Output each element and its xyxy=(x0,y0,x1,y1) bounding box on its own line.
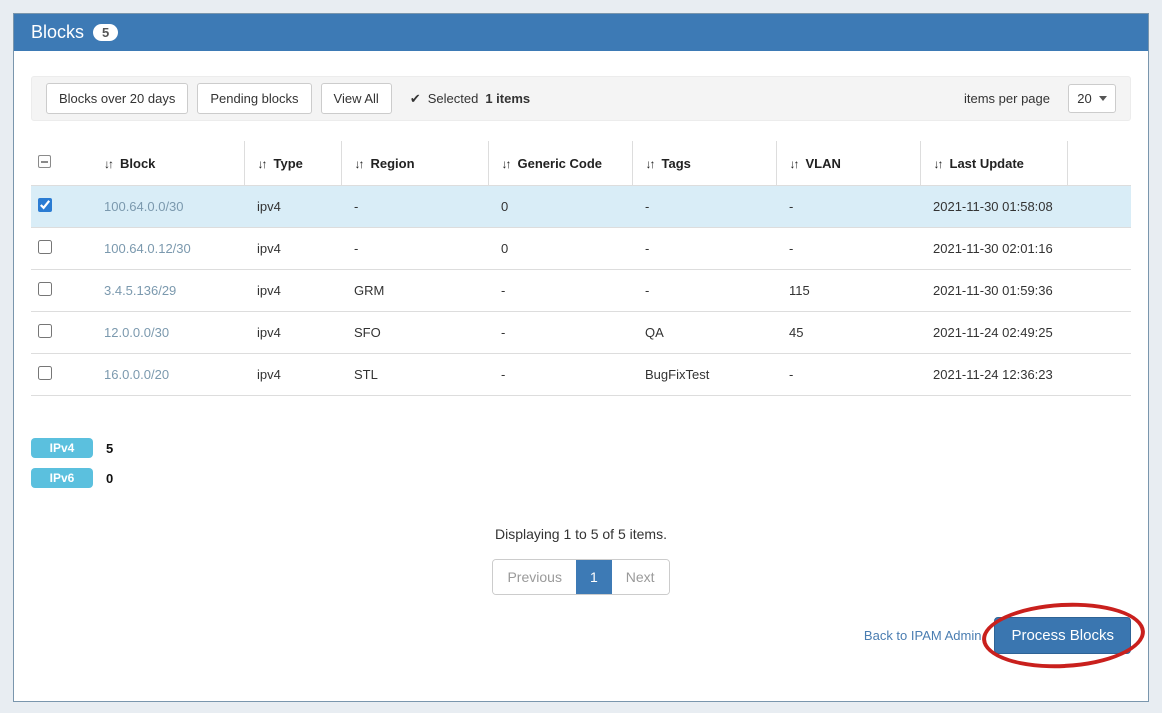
cell-tags: - xyxy=(632,269,776,312)
ipv4-badge: IPv4 xyxy=(31,438,93,458)
blocks-table: ↓↑ Block ↓↑ Type ↓↑ Region ↓↑ Generic Code ↓… xyxy=(31,141,1131,396)
cell-vlan: 115 xyxy=(776,269,920,312)
cell-last-update: 2021-11-24 12:36:23 xyxy=(920,353,1067,396)
block-link[interactable]: 12.0.0.0/30 xyxy=(104,325,170,340)
col-header-last-update[interactable]: ↓↑ Last Update xyxy=(920,141,1068,186)
sort-icon: ↓↑ xyxy=(104,156,114,171)
count-badge: 5 xyxy=(93,24,119,41)
filter-view-all-button[interactable]: View All xyxy=(320,83,392,114)
items-per-page-select[interactable]: 20 xyxy=(1068,84,1116,113)
filter-pending-blocks-button[interactable]: Pending blocks xyxy=(197,83,312,114)
displaying-status: Displaying 1 to 5 of 5 items. xyxy=(495,526,667,542)
cell-last-update: 2021-11-24 02:49:25 xyxy=(920,311,1067,354)
cell-tags: - xyxy=(632,185,776,228)
cell-vlan: 45 xyxy=(776,311,920,354)
cell-type: ipv4 xyxy=(244,269,341,312)
process-blocks-button[interactable]: Process Blocks xyxy=(994,617,1131,654)
sort-icon: ↓↑ xyxy=(354,156,365,171)
table-header-row: ↓↑ Block ↓↑ Type ↓↑ Region ↓↑ Generic Code ↓… xyxy=(31,141,1131,186)
sort-icon: ↓↑ xyxy=(257,156,268,171)
row-checkbox[interactable] xyxy=(38,282,52,296)
cell-type: ipv4 xyxy=(244,353,341,396)
cell-tags: BugFixTest xyxy=(632,353,776,396)
pagination: Previous 1 Next xyxy=(492,559,670,595)
col-header-region[interactable]: ↓↑ Region xyxy=(341,141,489,186)
page-title: Blocks xyxy=(31,22,85,42)
row-checkbox[interactable] xyxy=(38,366,52,380)
items-per-page-value: 20 xyxy=(1077,91,1092,106)
selected-label: Selected xyxy=(427,91,479,106)
cell-region: GRM xyxy=(341,269,488,312)
chevron-down-icon xyxy=(1098,96,1107,101)
ipv6-count: 0 xyxy=(106,470,114,486)
back-to-ipam-admin-link[interactable]: Back to IPAM Admin xyxy=(863,628,982,643)
items-per-page-label: items per page xyxy=(964,91,1050,106)
pagination-page-1[interactable]: 1 xyxy=(575,560,612,594)
sort-icon: ↓↑ xyxy=(789,156,800,171)
cell-type: ipv4 xyxy=(244,311,341,354)
footer-actions: Back to IPAM Admin Process Blocks xyxy=(31,598,1147,673)
cell-generic-code: 0 xyxy=(488,227,632,270)
check-icon: ✔ xyxy=(409,90,421,106)
cell-vlan: - xyxy=(776,185,920,228)
ipv6-badge: IPv6 xyxy=(31,468,93,488)
cell-generic-code: - xyxy=(488,311,632,354)
cell-tags: - xyxy=(632,227,776,270)
cell-vlan: - xyxy=(776,227,920,270)
cell-tags: QA xyxy=(632,311,776,354)
cell-region: - xyxy=(341,227,488,270)
panel-header: Blocks 5 xyxy=(14,14,1148,51)
cell-generic-code: - xyxy=(488,353,632,396)
select-all-checkbox[interactable] xyxy=(38,155,51,168)
pagination-previous[interactable]: Previous xyxy=(493,560,576,594)
protocol-summary: IPv4 5 IPv6 0 xyxy=(31,438,1131,488)
cell-last-update: 2021-11-30 01:58:08 xyxy=(920,185,1067,228)
toolbar: Blocks over 20 days Pending blocks View … xyxy=(31,76,1131,121)
table-row: 16.0.0.0/20 ipv4 STL - BugFixTest - 2021… xyxy=(31,353,1131,396)
cell-region: STL xyxy=(341,353,488,396)
block-link[interactable]: 3.4.5.136/29 xyxy=(104,283,177,298)
sort-icon: ↓↑ xyxy=(501,156,512,171)
selected-info: ✔ Selected 1 items xyxy=(410,91,530,107)
col-header-block[interactable]: ↓↑ Block xyxy=(91,141,245,186)
cell-last-update: 2021-11-30 02:01:16 xyxy=(920,227,1067,270)
col-header-type[interactable]: ↓↑ Type xyxy=(244,141,342,186)
pagination-next[interactable]: Next xyxy=(611,560,669,594)
cell-last-update: 2021-11-30 01:59:36 xyxy=(920,269,1067,312)
block-link[interactable]: 100.64.0.12/30 xyxy=(104,241,191,256)
cell-generic-code: - xyxy=(488,269,632,312)
cell-region: SFO xyxy=(341,311,488,354)
table-row: 12.0.0.0/30 ipv4 SFO - QA 45 2021-11-24 … xyxy=(31,311,1131,354)
block-link[interactable]: 16.0.0.0/20 xyxy=(104,367,170,382)
cell-generic-code: 0 xyxy=(488,185,632,228)
selected-count: 1 items xyxy=(485,91,531,106)
block-link[interactable]: 100.64.0.0/30 xyxy=(104,199,184,214)
table-row: 100.64.0.0/30 ipv4 - 0 - - 2021-11-30 01… xyxy=(31,185,1131,228)
cell-region: - xyxy=(341,185,488,228)
col-header-vlan[interactable]: ↓↑ VLAN xyxy=(776,141,921,186)
sort-icon: ↓↑ xyxy=(933,156,944,171)
sort-icon: ↓↑ xyxy=(645,156,656,171)
row-checkbox[interactable] xyxy=(38,198,52,212)
blocks-panel: Blocks 5 Blocks over 20 days Pending blo… xyxy=(13,13,1149,702)
row-checkbox[interactable] xyxy=(38,240,52,254)
cell-type: ipv4 xyxy=(244,227,341,270)
col-header-tags[interactable]: ↓↑ Tags xyxy=(632,141,777,186)
cell-vlan: - xyxy=(776,353,920,396)
ipv4-count: 5 xyxy=(106,440,114,456)
table-row: 3.4.5.136/29 ipv4 GRM - - 115 2021-11-30… xyxy=(31,269,1131,312)
filter-blocks-over-20-days-button[interactable]: Blocks over 20 days xyxy=(46,83,189,114)
col-header-generic-code[interactable]: ↓↑ Generic Code xyxy=(488,141,633,186)
row-checkbox[interactable] xyxy=(38,324,52,338)
cell-type: ipv4 xyxy=(244,185,341,228)
table-row: 100.64.0.12/30 ipv4 - 0 - - 2021-11-30 0… xyxy=(31,227,1131,270)
